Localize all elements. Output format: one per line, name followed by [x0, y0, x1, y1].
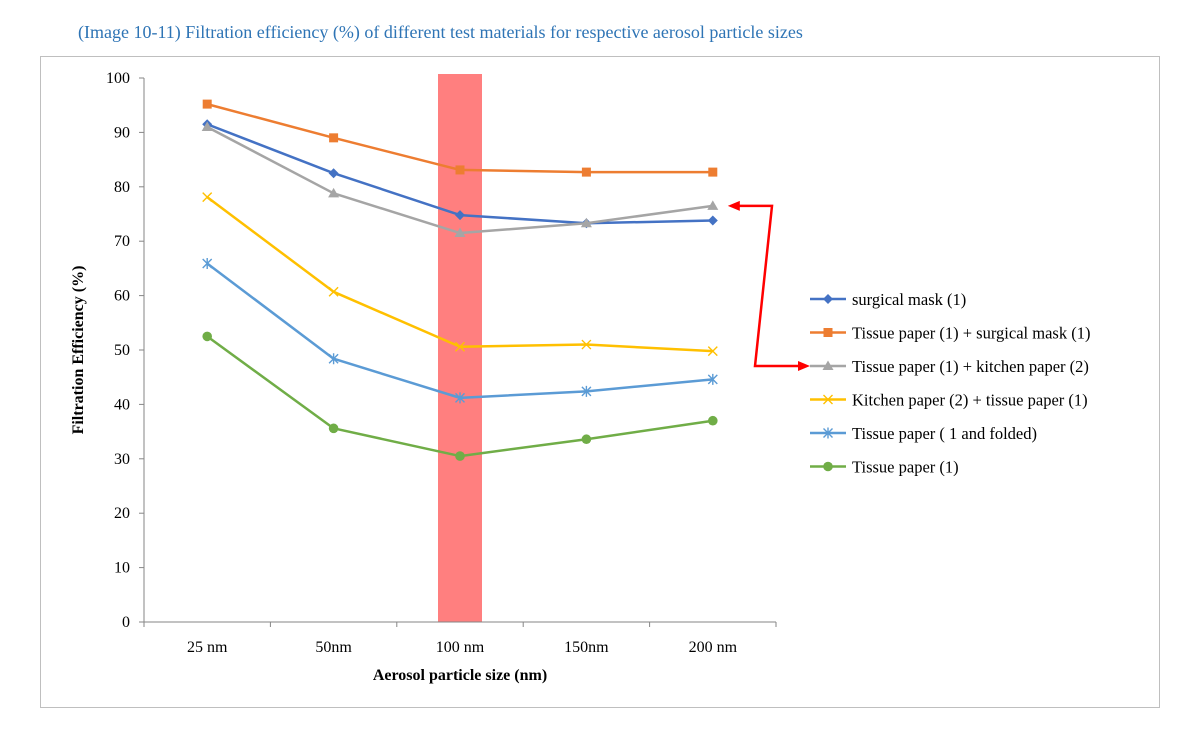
data-point — [454, 227, 466, 238]
legend-item: Tissue paper (1) + surgical mask (1) — [810, 324, 1090, 343]
legend-label: Tissue paper (1) + kitchen paper (2) — [852, 357, 1089, 376]
data-point — [455, 341, 465, 352]
y-tick-label: 70 — [114, 233, 130, 250]
y-tick-label: 100 — [106, 70, 130, 87]
y-tick-label: 40 — [114, 396, 130, 413]
data-point — [455, 165, 465, 175]
legend-item: Tissue paper (1) — [810, 458, 959, 477]
legend-swatch-marker — [823, 328, 833, 337]
y-tick-label: 80 — [114, 179, 130, 196]
legend-swatch-marker — [823, 394, 833, 405]
data-point — [708, 167, 718, 177]
y-tick-label: 0 — [122, 614, 130, 631]
chart-frame — [40, 56, 1160, 708]
data-point — [201, 121, 213, 131]
data-point — [581, 385, 592, 397]
data-point — [328, 168, 339, 179]
data-point — [329, 133, 339, 143]
legend-swatch-marker — [823, 294, 833, 304]
x-tick-label: 25 nm — [187, 639, 228, 656]
arrow-path — [737, 204, 800, 368]
legend-item: Tissue paper (1) + kitchen paper (2) — [810, 357, 1089, 376]
series-4 — [202, 192, 718, 357]
legend-item: Kitchen paper (2) + tissue paper (1) — [810, 391, 1088, 410]
x-tick-label: 150nm — [564, 639, 609, 656]
data-point — [328, 353, 339, 365]
data-point — [581, 339, 592, 350]
data-point — [708, 415, 718, 426]
data-point — [328, 286, 339, 297]
data-point — [707, 200, 719, 210]
legend-swatch-marker — [823, 427, 833, 439]
annotation-arrow — [727, 200, 810, 371]
arrow-head-left — [727, 200, 740, 211]
legend-label: surgical mask (1) — [852, 290, 966, 309]
x-axis-title: Aerosol particle size (nm) — [373, 667, 547, 684]
x-tick-label: 100 nm — [436, 639, 485, 656]
legend-swatch-marker — [823, 461, 833, 472]
series-layer — [201, 99, 719, 461]
data-point — [707, 346, 718, 357]
axes-layer: 0 10 20 30 40 50 60 70 80 90 100 25 nm 50nm 100 nm 150… — [106, 70, 777, 656]
data-point — [455, 451, 465, 461]
arrow-head-right — [798, 361, 810, 371]
series-2 — [202, 99, 718, 177]
legend-label: Tissue paper ( 1 and folded) — [852, 424, 1037, 443]
y-tick-label: 20 — [114, 505, 130, 522]
data-point — [581, 434, 592, 445]
x-tick-label: 50nm — [315, 639, 352, 656]
y-axis-title: Filtration Efficiency (%) — [70, 266, 87, 435]
data-point — [707, 215, 718, 226]
data-point — [581, 167, 591, 177]
y-tick-label: 50 — [114, 342, 130, 359]
y-tick-label: 90 — [114, 124, 130, 141]
series-3 — [201, 121, 719, 238]
legend-label: Tissue paper (1) — [852, 458, 959, 477]
data-point — [455, 210, 465, 221]
figure-caption: (Image 10-11) Filtration efficiency (%) … — [78, 22, 803, 42]
series-6 — [202, 331, 718, 461]
y-tick-label: 10 — [114, 560, 130, 577]
y-tick-label: 60 — [114, 288, 130, 305]
data-point — [202, 258, 213, 270]
data-point — [202, 331, 212, 342]
highlight-layer — [438, 74, 482, 622]
data-point — [455, 392, 465, 404]
data-point — [202, 192, 213, 203]
x-tick-label: 200 nm — [689, 639, 738, 656]
data-point — [202, 99, 212, 109]
data-point — [707, 373, 718, 385]
series-5 — [202, 258, 718, 404]
legend-item: Tissue paper ( 1 and folded) — [810, 424, 1037, 443]
legend: surgical mask (1) Tissue paper (1) + surg… — [810, 290, 1090, 477]
legend-item: surgical mask (1) — [810, 290, 966, 309]
y-tick-label: 30 — [114, 451, 130, 468]
data-point — [328, 187, 340, 198]
legend-label: Kitchen paper (2) + tissue paper (1) — [852, 391, 1088, 410]
legend-swatch-marker — [822, 360, 834, 370]
data-point — [580, 217, 592, 228]
data-point — [328, 423, 339, 434]
legend-label: Tissue paper (1) + surgical mask (1) — [852, 324, 1090, 343]
highlight-band — [438, 74, 482, 622]
